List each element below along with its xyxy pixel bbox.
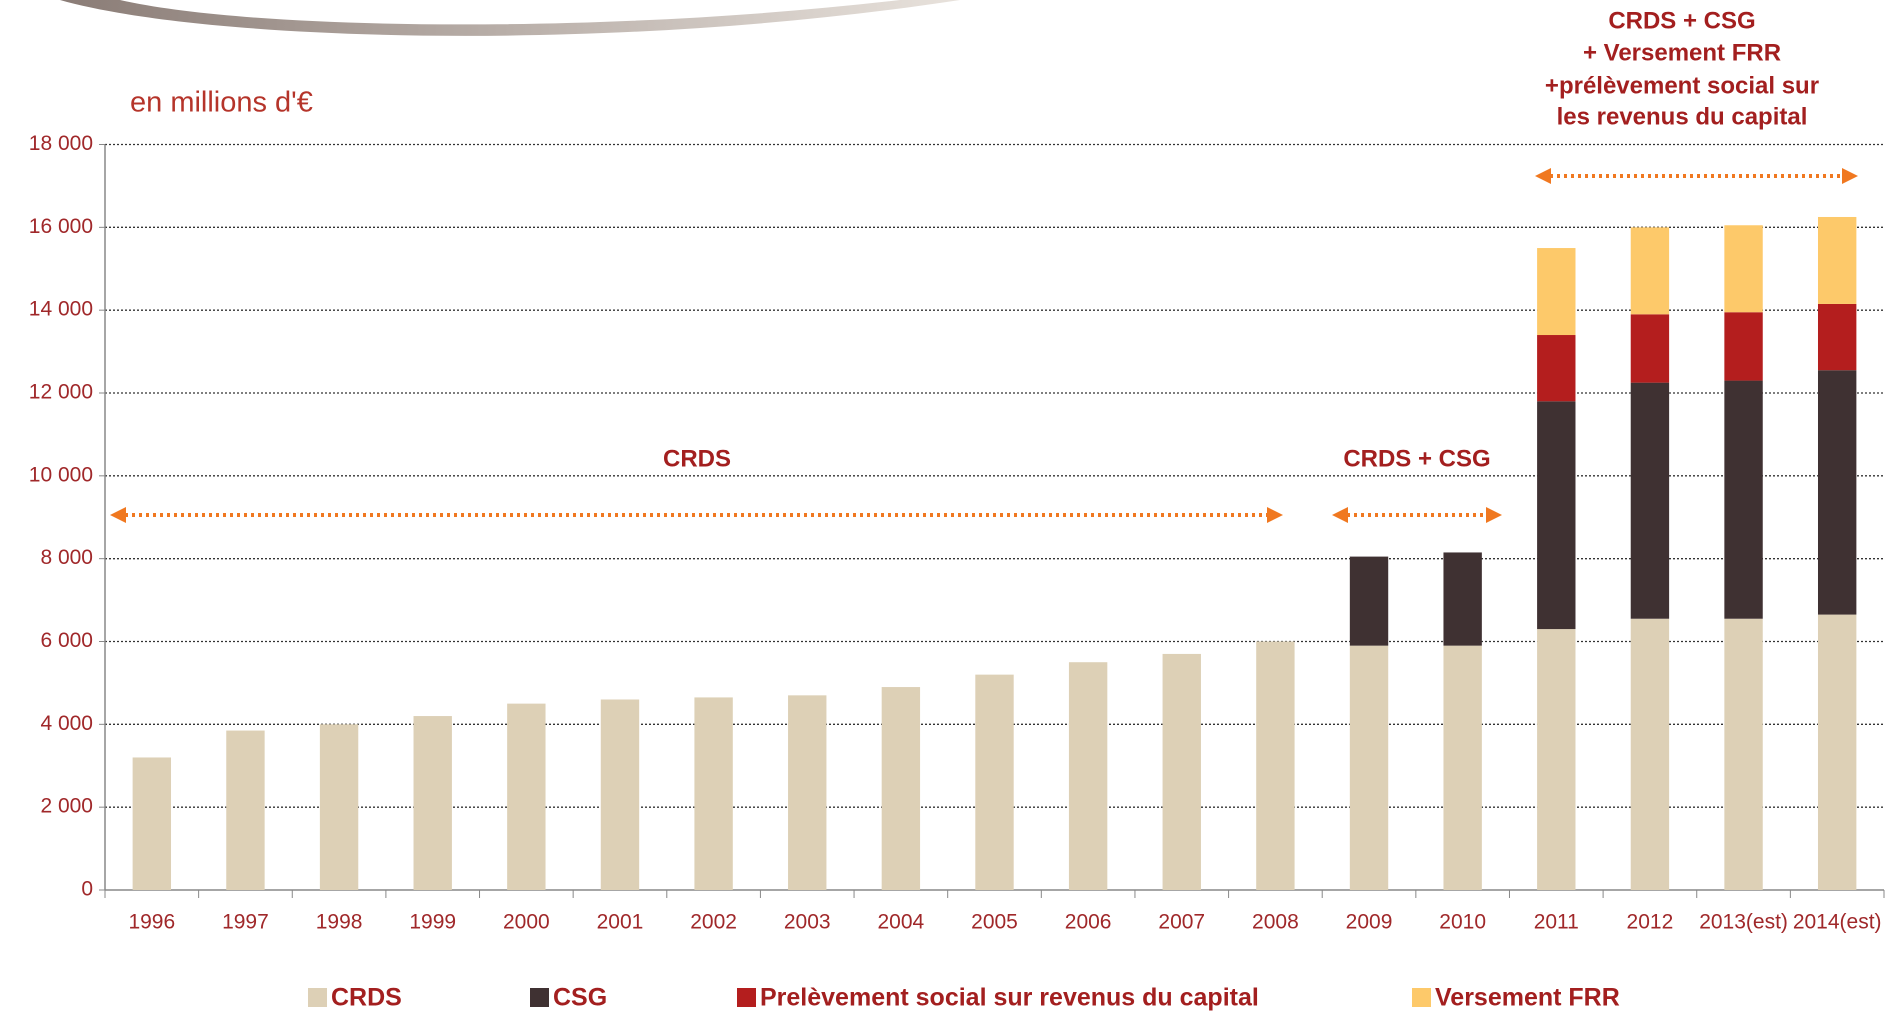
subtitle: en millions d'€: [130, 87, 313, 119]
bar-segment: [1256, 641, 1295, 890]
bar-segment: [1630, 618, 1670, 890]
bar-segment: [1724, 225, 1763, 313]
x-tick-label: 1998: [316, 911, 363, 934]
y-tick-label: 2 000: [40, 795, 93, 818]
legend-label: CRDS: [331, 984, 402, 1012]
y-tick-label: 14 000: [29, 298, 93, 321]
legend-label: Prelèvement social sur revenus du capita…: [760, 984, 1259, 1012]
bar-segment: [975, 674, 1014, 890]
x-tick-label: 1996: [128, 911, 175, 934]
y-tick-label: 8 000: [40, 546, 93, 569]
x-tick-label: 2001: [597, 911, 644, 934]
annotation: les revenus du capital: [1557, 103, 1808, 130]
bar-segment: [132, 757, 172, 890]
bar-segment: [1349, 556, 1389, 646]
bar-segment: [1349, 645, 1389, 890]
x-tick-label: 2013(est): [1699, 911, 1788, 934]
y-tick-label: 10 000: [29, 463, 93, 486]
x-tick-label: 2004: [878, 911, 925, 934]
legend-swatch: [737, 988, 756, 1007]
annotation: CRDS + CSG: [1608, 7, 1755, 34]
bar-segment: [226, 730, 265, 890]
y-tick-label: 0: [81, 878, 93, 901]
annotation: CRDS: [663, 445, 731, 472]
bar-segment: [1537, 401, 1576, 630]
bar-segment: [881, 687, 921, 890]
legend-swatch: [530, 988, 549, 1007]
bar-segment: [1817, 303, 1857, 371]
bar-segment: [1724, 312, 1763, 381]
legend-label: Versement FRR: [1435, 984, 1620, 1012]
x-tick-label: 2007: [1158, 911, 1205, 934]
x-tick-label: 1999: [409, 911, 456, 934]
annotation: CRDS + CSG: [1343, 445, 1490, 472]
bar-segment: [1537, 248, 1576, 336]
x-tick-label: 2002: [690, 911, 737, 934]
bar-segment: [1068, 662, 1108, 890]
y-tick-label: 4 000: [40, 712, 93, 735]
bar-segment: [694, 697, 733, 890]
bar-segment: [1630, 382, 1670, 619]
x-tick-label: 2003: [784, 911, 831, 934]
y-tick-label: 16 000: [29, 215, 93, 238]
bar-segment: [1443, 552, 1482, 646]
legend-swatch: [308, 988, 327, 1007]
bar-segment: [1537, 629, 1576, 890]
x-tick-label: 2008: [1252, 911, 1299, 934]
annotation: +prélèvement social sur: [1545, 72, 1819, 99]
bar-segment: [788, 695, 827, 890]
bar-segment: [1817, 614, 1857, 890]
bar-segment: [1817, 216, 1857, 304]
legend-swatch: [1412, 988, 1431, 1007]
x-tick-label: 2005: [971, 911, 1018, 934]
legend-label: CSG: [553, 984, 607, 1012]
bar-segment: [319, 724, 359, 890]
annotation: + Versement FRR: [1583, 39, 1781, 66]
bar-segment: [1724, 380, 1763, 619]
x-tick-label: 2014(est): [1793, 911, 1882, 934]
x-tick-label: 1997: [222, 911, 269, 934]
bar-segment: [1162, 653, 1201, 890]
decoration: [60, 0, 960, 36]
y-tick-label: 18 000: [29, 132, 93, 155]
bar-segment: [1630, 314, 1670, 383]
x-tick-label: 2000: [503, 911, 550, 934]
y-tick-label: 12 000: [29, 381, 93, 404]
x-tick-label: 2010: [1439, 911, 1486, 934]
y-tick-label: 6 000: [40, 629, 93, 652]
bar-segment: [413, 716, 452, 890]
bar-segment: [1724, 618, 1763, 890]
x-tick-label: 2011: [1534, 911, 1579, 934]
bar-segment: [1537, 335, 1576, 402]
x-tick-label: 2006: [1065, 911, 1112, 934]
bar-segment: [600, 699, 640, 890]
bar-segment: [507, 703, 546, 890]
x-tick-label: 2009: [1346, 911, 1393, 934]
bar-segment: [1630, 227, 1670, 315]
bar-segment: [1443, 645, 1482, 890]
x-tick-label: 2012: [1627, 911, 1674, 934]
bar-segment: [1817, 370, 1857, 615]
